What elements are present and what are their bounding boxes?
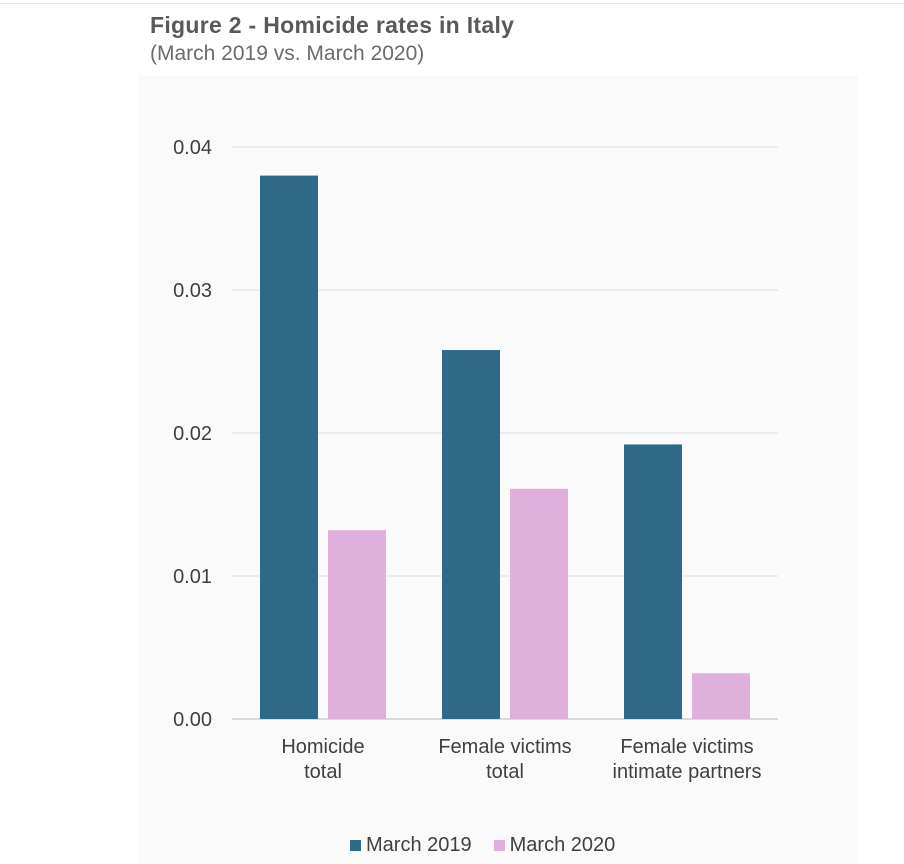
- y-tick-label: 0.01: [173, 566, 212, 588]
- y-tick-label: 0.02: [173, 423, 212, 445]
- chart-title: Figure 2 - Homicide rates in Italy: [150, 12, 515, 38]
- x-tick-label-line: total: [304, 761, 342, 783]
- x-tick-label-line: intimate partners: [613, 761, 762, 783]
- bar-march-2019: [260, 175, 318, 720]
- legend-label-march-2020: March 2020: [509, 834, 616, 856]
- legend-label-march-2019: March 2019: [366, 834, 472, 856]
- legend-swatch-march-2019: [350, 840, 361, 851]
- x-tick-label: Female victims total: [438, 736, 571, 783]
- top-divider: [0, 3, 904, 4]
- x-tick-label-line: Female victims: [620, 736, 753, 758]
- y-tick-label: 0.04: [173, 137, 212, 159]
- x-tick-label: Homicide total: [281, 736, 364, 783]
- bar-march-2019: [624, 444, 682, 719]
- chart-subtitle: (March 2019 vs. March 2020): [150, 42, 425, 65]
- bar-march-2020: [510, 488, 568, 719]
- x-tick-label-line: Female victims: [438, 736, 571, 758]
- legend-item-march-2020: March 2020: [493, 834, 616, 857]
- bar-march-2019: [442, 350, 500, 719]
- bar-march-2020: [692, 673, 750, 719]
- x-tick-label-line: Homicide: [281, 736, 364, 758]
- bar-march-2020: [328, 530, 386, 719]
- legend-swatch-march-2020: [493, 840, 505, 851]
- legend-item-march-2019: March 2019: [350, 834, 472, 857]
- y-tick-label: 0.00: [173, 709, 212, 731]
- y-tick-label: 0.03: [173, 280, 212, 302]
- x-tick-label: Female victims intimate partners: [613, 736, 762, 783]
- x-tick-label-line: total: [486, 761, 524, 783]
- chart-legend: March 2019 March 2020: [350, 834, 637, 857]
